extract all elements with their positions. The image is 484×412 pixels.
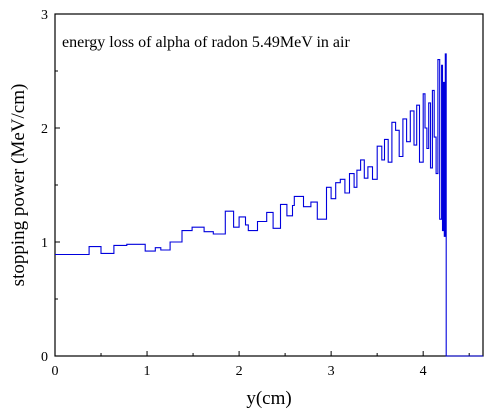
chart-title: energy loss of alpha of radon 5.49MeV in… bbox=[62, 34, 350, 51]
plot-frame bbox=[54, 13, 484, 357]
x-tick-label: 0 bbox=[52, 364, 59, 379]
y-axis: 0 1 2 3 bbox=[41, 8, 60, 365]
x-tick-label: 1 bbox=[144, 364, 151, 379]
y-axis-title: stopping power (MeV/cm) bbox=[8, 84, 29, 287]
x-axis-title: y(cm) bbox=[246, 388, 291, 409]
x-tick-label: 3 bbox=[328, 364, 335, 379]
x-axis: 0 1 2 3 4 bbox=[52, 351, 470, 379]
y-tick-label: 0 bbox=[41, 350, 48, 365]
x-tick-label: 4 bbox=[420, 364, 427, 379]
series-line bbox=[55, 53, 483, 357]
y-tick-label: 1 bbox=[41, 236, 48, 251]
y-tick-label: 3 bbox=[41, 8, 48, 23]
y-tick-label: 2 bbox=[41, 122, 48, 137]
x-tick-label: 2 bbox=[236, 364, 243, 379]
